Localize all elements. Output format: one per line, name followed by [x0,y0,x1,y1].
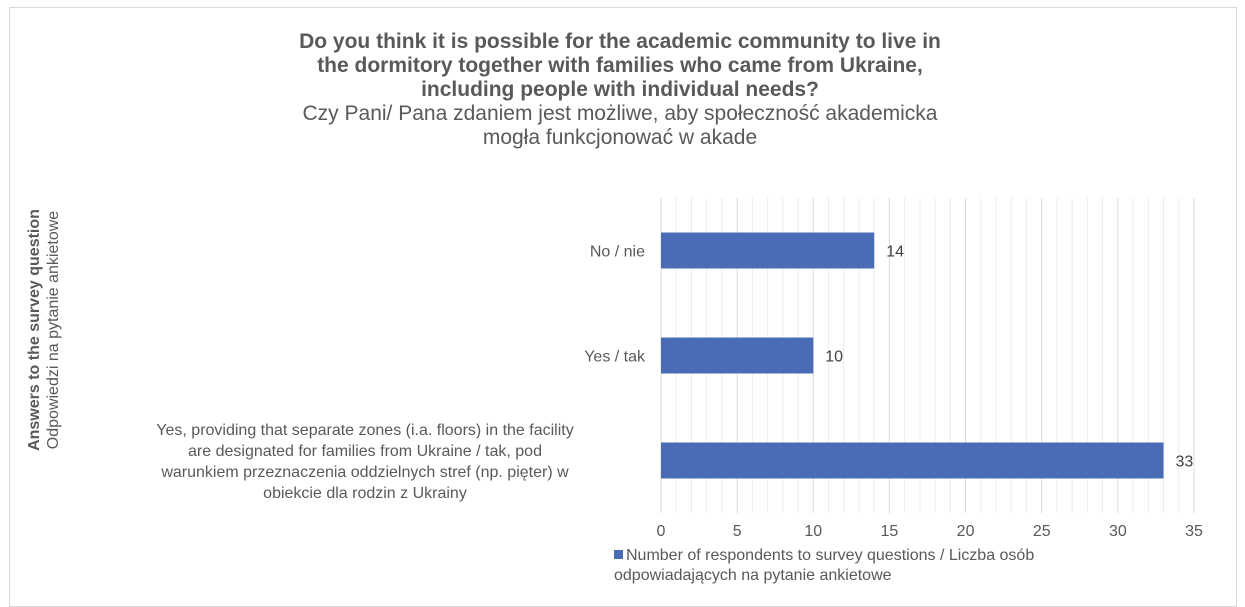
data-label: 33 [1176,454,1194,471]
legend-label-line-1: Number of respondents to survey question… [626,547,1035,564]
category-label: obiekcie dla rodzin z Ukrainy [263,485,467,502]
bar [661,442,1164,479]
x-tick-label: 25 [1033,523,1051,540]
category-label: Yes / tak [584,349,646,366]
category-label: Yes, providing that separate zones (i.a.… [156,422,573,439]
data-label: 10 [825,349,843,366]
bar-chart-plot: 0 5 10 15 20 25 30 35 14 No / nie 10 Yes / tak 33 Yes… [156,198,1203,540]
title-line-1: Do you think it is possible for the acad… [299,30,941,53]
chart-title: Do you think it is possible for the acad… [190,30,1050,150]
category-label: warunkiem przeznaczenia oddzielnych stre… [160,464,569,481]
x-tick-label: 20 [957,523,975,540]
bar [661,337,814,374]
subtitle-line-1: Czy Pani/ Pana zdaniem jest możliwe, aby… [302,102,938,125]
title-line-2: the dormitory together with families who… [317,54,923,77]
data-label: 14 [886,244,904,261]
legend-label-line-2: odpowiadających na pytanie ankietowe [614,567,892,584]
subtitle-line-2: mogła funkcjonować w akade [482,126,758,149]
legend: Number of respondents to survey question… [614,546,1034,586]
legend-swatch [614,550,623,559]
x-tick-label: 35 [1185,523,1203,540]
x-tick-label: 10 [804,523,822,540]
x-tick-label: 15 [881,523,899,540]
x-tick-label: 30 [1109,523,1127,540]
x-tick-label: 5 [733,523,742,540]
bar [661,232,875,269]
title-line-3: including people with individual needs? [421,78,819,101]
category-label: are designated for families from Ukraine… [188,443,542,460]
x-tick-label: 0 [657,523,666,540]
category-label: No / nie [590,244,645,261]
